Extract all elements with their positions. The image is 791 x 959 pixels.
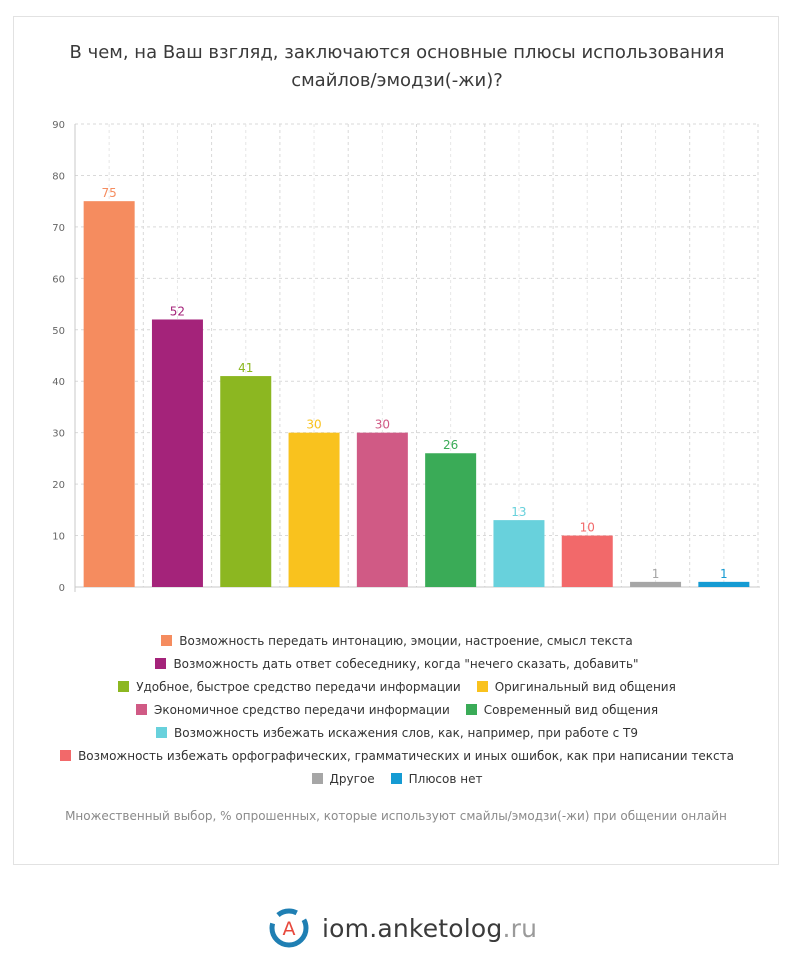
legend-row: Экономичное средство передачи информации… <box>34 698 760 721</box>
chart-title-line-1: В чем, на Ваш взгляд, заключаются основн… <box>69 42 725 63</box>
legend-label: Другое <box>329 771 375 786</box>
legend-item[interactable]: Удобное, быстрое средство передачи инфор… <box>118 680 461 694</box>
legend-item[interactable]: Возможность избежать орфографических, гр… <box>60 749 734 763</box>
legend-swatch <box>390 773 402 784</box>
bar <box>493 520 545 587</box>
legend-swatch <box>135 704 147 715</box>
data-label: 13 <box>511 505 526 519</box>
data-label: 10 <box>580 521 595 535</box>
bar <box>151 319 203 587</box>
bar <box>698 581 750 587</box>
chart-legend: Возможность передать интонацию, эмоции, … <box>34 629 760 790</box>
legend-label: Удобное, быстрое средство передачи инфор… <box>136 679 461 694</box>
y-tick-label: 70 <box>52 223 65 234</box>
legend-row: Другое Плюсов нет <box>34 767 760 790</box>
y-tick-label: 50 <box>52 326 65 337</box>
y-tick-label: 10 <box>52 532 65 543</box>
legend-row: Возможность дать ответ собеседнику, когд… <box>34 652 760 675</box>
legend-swatch <box>465 704 477 715</box>
legend-swatch <box>476 681 488 692</box>
data-label: 30 <box>306 418 321 432</box>
y-tick-label: 0 <box>59 583 65 594</box>
legend-label: Плюсов нет <box>408 771 483 786</box>
chart-title: В чем, на Ваш взгляд, заключаются основн… <box>44 39 750 95</box>
legend-row: Возможность избежать орфографических, гр… <box>34 744 760 767</box>
legend-item[interactable]: Другое <box>311 771 375 786</box>
legend-swatch <box>161 635 173 646</box>
legend-label: Возможность дать ответ собеседнику, когд… <box>173 656 639 671</box>
chart-note: Множественный выбор, % опрошенных, котор… <box>65 809 727 823</box>
legend-label: Современный вид общения <box>483 702 659 717</box>
data-label: 1 <box>720 567 728 581</box>
legend-swatch <box>156 727 167 738</box>
legend-item[interactable]: Плюсов нет <box>390 771 483 786</box>
data-label: 41 <box>238 361 253 375</box>
y-tick-label: 80 <box>52 171 65 182</box>
y-tick-label: 40 <box>52 377 65 388</box>
bar <box>630 581 682 587</box>
legend-label: Возможность передать интонацию, эмоции, … <box>179 633 633 648</box>
brand-domain: iom.anketolog <box>322 913 503 943</box>
bar <box>561 535 613 587</box>
brand-name: iom.anketolog.ru <box>322 914 537 943</box>
data-label: 1 <box>652 567 660 581</box>
chart-title-line-2: смайлов/эмодзи(-жи)? <box>291 70 503 91</box>
bar <box>425 453 477 587</box>
legend-item[interactable]: Возможность дать ответ собеседнику, когд… <box>155 656 639 671</box>
anketolog-logo-icon: A <box>269 908 309 948</box>
bar <box>83 201 135 587</box>
brand-logo[interactable]: A iom.anketolog.ru <box>266 905 537 951</box>
legend-swatch <box>60 750 72 761</box>
y-tick-label: 60 <box>52 274 65 285</box>
bar-chart: 0 10 20 30 40 50 60 70 80 90 75 52 41 30 30 26 13 10 1 1 <box>52 120 760 594</box>
legend-item[interactable]: Современный вид общения <box>465 702 659 717</box>
bar <box>288 432 340 587</box>
y-tick-label: 90 <box>52 120 65 131</box>
legend-swatch <box>118 681 130 692</box>
data-label: 26 <box>443 438 458 452</box>
legend-row: Удобное, быстрое средство передачи инфор… <box>34 675 760 698</box>
legend-item[interactable]: Оригинальный вид общения <box>476 679 676 694</box>
legend-label: Оригинальный вид общения <box>494 679 676 694</box>
legend-swatch <box>311 773 323 784</box>
legend-label: Возможность избежать искажения слов, как… <box>174 725 638 740</box>
data-label: 30 <box>375 418 390 432</box>
brand-tld: .ru <box>502 913 538 943</box>
legend-row: Возможность передать интонацию, эмоции, … <box>34 629 760 652</box>
chart-card: В чем, на Ваш взгляд, заключаются основн… <box>13 16 779 865</box>
legend-item[interactable]: Возможность передать интонацию, эмоции, … <box>161 633 633 648</box>
legend-row: Возможность избежать искажения слов, как… <box>34 721 760 744</box>
legend-item[interactable]: Возможность избежать искажения слов, как… <box>156 726 638 740</box>
data-label: 52 <box>170 304 185 318</box>
bar <box>220 376 272 587</box>
legend-swatch <box>155 658 167 669</box>
data-label: 75 <box>102 186 117 200</box>
y-tick-label: 20 <box>52 480 65 491</box>
logo-letter: A <box>283 918 296 940</box>
legend-label: Возможность избежать орфографических, гр… <box>78 748 734 763</box>
bar <box>356 432 408 587</box>
legend-label: Экономичное средство передачи информации <box>153 702 450 717</box>
legend-item[interactable]: Экономичное средство передачи информации <box>135 702 450 717</box>
y-tick-label: 30 <box>52 429 65 440</box>
